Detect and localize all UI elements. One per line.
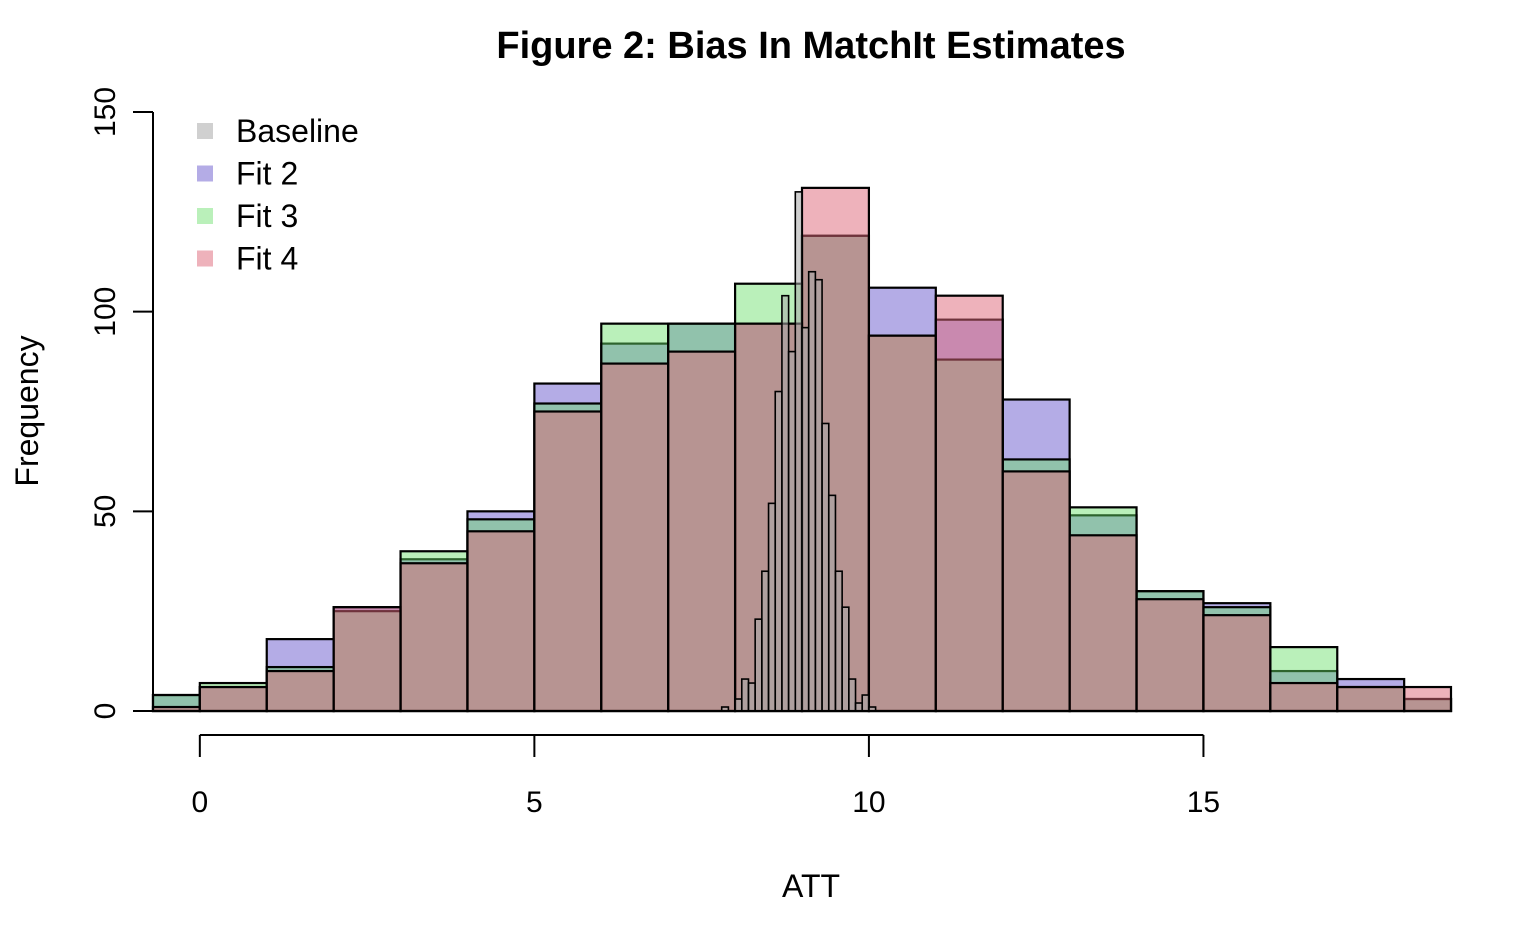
- baseline-bar: [841, 606, 850, 712]
- legend-label-fit-2: Fit 2: [236, 156, 298, 192]
- legend-label-baseline: Baseline: [236, 113, 359, 149]
- fit-4-bar: [600, 362, 670, 713]
- fit-4-bar: [934, 294, 1004, 713]
- fit-4-bar: [1403, 685, 1453, 713]
- baseline-bar: [827, 494, 837, 712]
- baseline-bar: [834, 570, 843, 712]
- baseline-bar: [794, 191, 803, 712]
- fit-4-bar: [667, 350, 737, 713]
- baseline-bar: [854, 702, 864, 712]
- baseline-bar: [767, 502, 777, 712]
- fit-4-bar: [1135, 598, 1205, 713]
- legend-swatch-fit-2: [197, 165, 213, 182]
- legend-label-fit-4: Fit 4: [236, 241, 298, 277]
- fit-4-bar: [265, 669, 335, 713]
- baseline-bar: [787, 350, 797, 712]
- legend-swatch-fit-4: [197, 250, 213, 267]
- baseline-bar: [861, 694, 870, 712]
- y-tick-label: 100: [89, 287, 122, 337]
- baseline-bar: [740, 678, 750, 712]
- fit-4-bar: [867, 334, 937, 713]
- chart-title: Figure 2: Bias In MatchIt Estimates: [496, 25, 1125, 67]
- baseline-bar: [754, 618, 763, 712]
- fit-4-bar: [332, 606, 402, 713]
- x-tick-label: 5: [526, 786, 543, 819]
- legend-swatch-baseline: [197, 123, 213, 139]
- baseline-bar: [821, 422, 830, 712]
- y-tick-label: 150: [89, 87, 122, 137]
- fit-4-bar: [198, 685, 268, 713]
- fit-4-bar: [1269, 681, 1339, 713]
- fit-4-bar: [1202, 614, 1272, 713]
- legend: Baseline Fit 2 Fit 3 Fit 4: [197, 113, 359, 277]
- baseline-bar: [848, 678, 857, 712]
- fit-4-bar: [533, 410, 603, 713]
- baseline-bar: [747, 682, 756, 712]
- baseline-bar: [801, 326, 810, 712]
- legend-label-fit-3: Fit 3: [236, 198, 298, 234]
- legend-swatch-fit-3: [197, 208, 213, 224]
- plot-area: [151, 186, 1453, 713]
- axes: 0 50 100 150 0 5 10 15: [89, 87, 1451, 819]
- baseline-bar: [814, 278, 823, 712]
- baseline-bar: [734, 698, 743, 712]
- baseline-bar: [761, 570, 770, 712]
- y-tick-label: 50: [89, 495, 122, 528]
- x-tick-label: 10: [852, 786, 885, 819]
- baseline-bar: [781, 294, 790, 712]
- x-axis-label: ATT: [782, 868, 840, 904]
- x-tick-label: 15: [1187, 786, 1220, 819]
- baseline-bar: [807, 270, 817, 712]
- fit-4-bar: [1336, 685, 1406, 713]
- y-tick-label: 0: [89, 703, 122, 720]
- x-tick-label: 0: [191, 786, 208, 819]
- y-axis-label: Frequency: [9, 335, 45, 486]
- baseline-bar: [774, 390, 783, 712]
- fit-4-bar: [1001, 470, 1071, 713]
- fit-4-bar: [466, 530, 536, 713]
- fit-4-bar: [399, 562, 469, 713]
- fit-4-bar: [1068, 534, 1138, 713]
